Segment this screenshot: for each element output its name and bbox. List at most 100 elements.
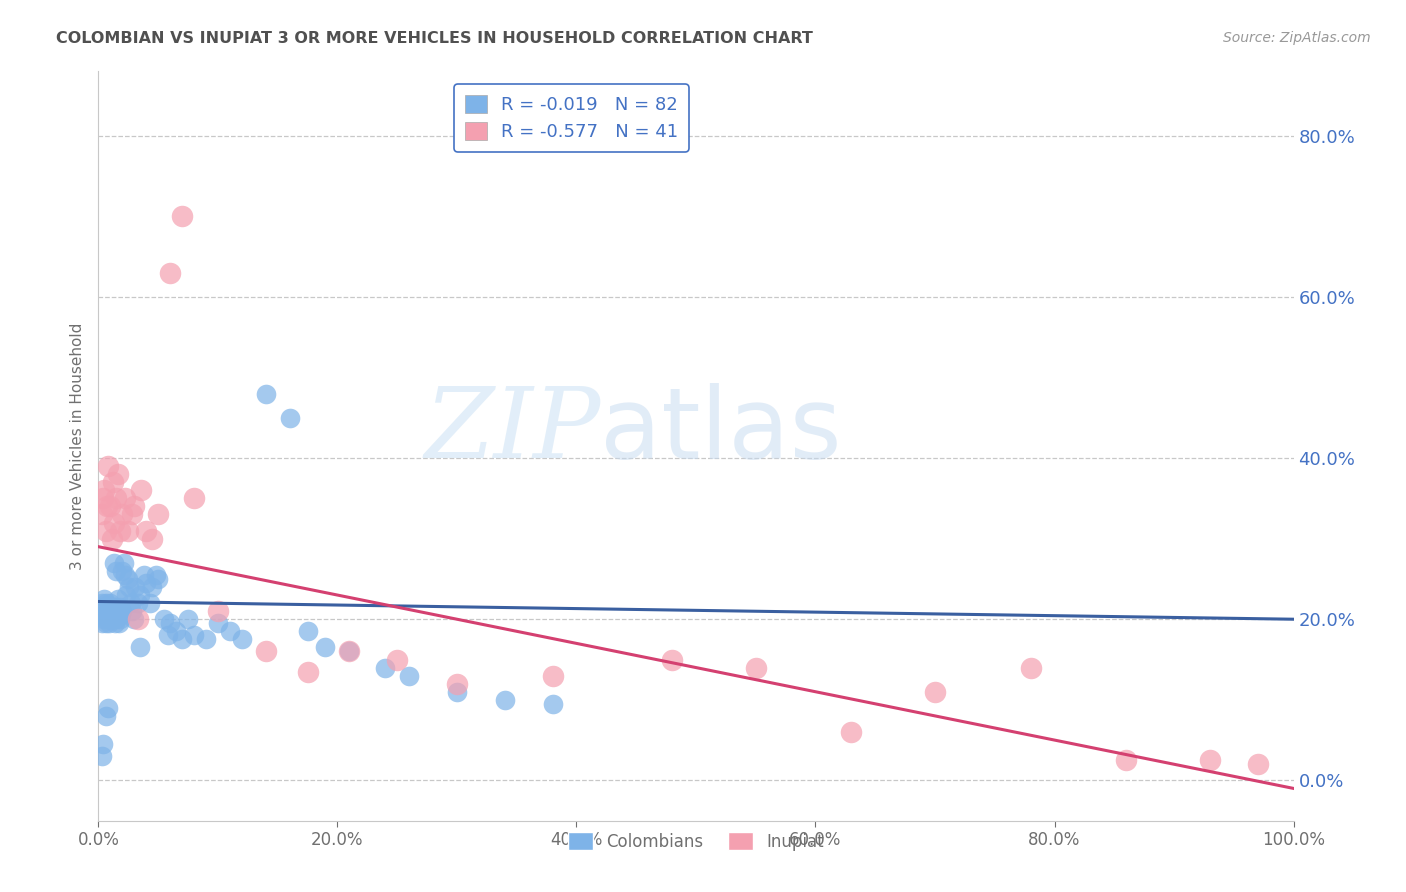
Point [96,500,118,514]
Y-axis label: 3 or more Vehicles in Household: 3 or more Vehicles in Household [70,322,86,570]
Point [97,600,120,615]
Point [112,556,135,570]
Point [156,628,179,642]
Point [139,596,162,610]
Point [93,612,115,626]
Point [841,725,863,739]
Point [141,580,163,594]
Point [121,604,143,618]
Point [91,608,114,623]
Point [132,568,155,582]
Point [91,596,114,610]
Point [1199,753,1222,767]
Point [177,612,200,626]
Point [120,596,142,610]
Point [745,660,768,674]
Point [446,684,468,698]
Point [98,608,121,623]
Point [661,652,683,666]
Point [105,564,128,578]
Point [183,628,205,642]
Point [111,564,134,578]
Point [117,524,139,538]
Point [315,640,337,655]
Point [100,600,122,615]
Point [97,612,120,626]
Point [153,612,176,626]
Point [446,676,468,690]
Point [104,616,127,631]
Point [219,624,242,639]
Point [124,580,146,594]
Point [101,475,124,490]
Point [91,616,114,631]
Point [105,612,128,626]
Point [254,644,277,658]
Point [91,737,114,751]
Point [91,491,114,506]
Point [172,210,194,224]
Point [94,524,117,538]
Point [107,604,129,618]
Point [115,588,138,602]
Point [385,652,409,666]
Point [107,616,129,631]
Point [101,604,124,618]
Point [207,616,229,631]
Point [141,532,163,546]
Point [159,266,181,280]
Point [96,608,118,623]
Point [108,600,131,615]
Point [111,604,134,618]
Point [100,608,122,623]
Point [172,632,194,647]
Point [105,600,128,615]
Text: Source: ZipAtlas.com: Source: ZipAtlas.com [1223,31,1371,45]
Point [124,500,146,514]
Point [183,491,205,506]
Point [339,644,361,658]
Point [97,701,120,715]
Point [924,684,946,698]
Point [118,580,141,594]
Point [91,600,114,615]
Point [94,616,117,631]
Point [105,491,128,506]
Point [1115,753,1137,767]
Point [207,604,229,618]
Point [94,709,117,723]
Legend: Colombians, Inupiat: Colombians, Inupiat [561,826,831,857]
Point [91,508,114,522]
Point [195,632,218,647]
Point [148,572,170,586]
Point [101,612,124,626]
Point [398,668,420,682]
Point [1019,660,1042,674]
Point [100,532,122,546]
Point [103,600,125,615]
Point [98,596,122,610]
Point [231,632,253,647]
Point [135,524,157,538]
Point [297,665,319,679]
Point [278,410,301,425]
Point [98,500,122,514]
Point [96,600,118,615]
Point [129,588,152,602]
Point [121,508,143,522]
Point [339,644,361,658]
Text: COLOMBIAN VS INUPIAT 3 OR MORE VEHICLES IN HOUSEHOLD CORRELATION CHART: COLOMBIAN VS INUPIAT 3 OR MORE VEHICLES … [56,31,813,46]
Point [1247,757,1270,772]
Point [107,592,129,607]
Point [111,508,134,522]
Point [93,592,115,607]
Point [104,608,127,623]
Point [98,612,122,626]
Point [90,604,112,618]
Point [93,600,115,615]
Point [159,616,181,631]
Point [103,516,125,530]
Point [131,483,153,498]
Point [129,640,152,655]
Point [93,483,115,498]
